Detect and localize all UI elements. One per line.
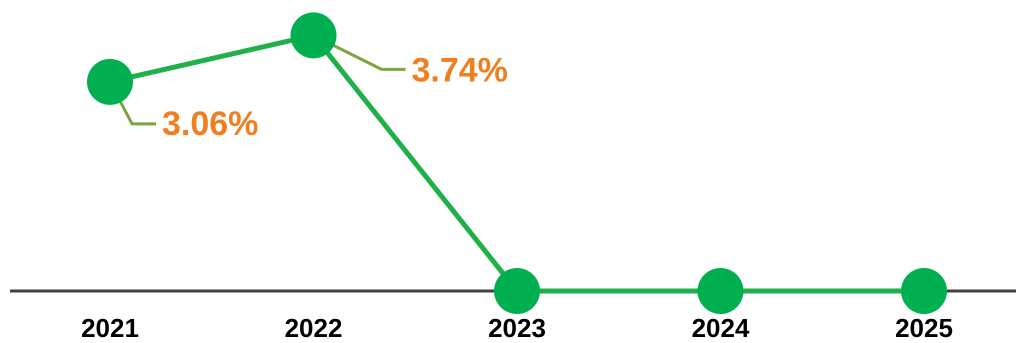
- x-tick-label: 2021: [81, 313, 139, 343]
- x-tick-label: 2023: [488, 313, 546, 343]
- series-line: [109, 32, 924, 294]
- data-label-leader: [312, 34, 406, 71]
- data-labels: 3.06% 3.74%: [162, 51, 508, 142]
- data-point-marker: [87, 58, 133, 105]
- x-tick-label: 2022: [285, 313, 343, 343]
- x-tick-label: 2024: [692, 313, 750, 343]
- data-point-markers: [87, 12, 947, 314]
- data-point-marker: [494, 268, 540, 314]
- series-line-layer: [109, 32, 924, 294]
- data-point-marker: [901, 268, 947, 314]
- data-point-marker: [290, 12, 337, 59]
- x-axis-tick-labels: 2021 2022 2023 2024 2025: [81, 313, 953, 343]
- x-tick-label: 2025: [895, 313, 953, 343]
- data-label: 3.06%: [162, 105, 258, 143]
- data-point-marker: [697, 268, 744, 314]
- data-label: 3.74%: [412, 51, 508, 89]
